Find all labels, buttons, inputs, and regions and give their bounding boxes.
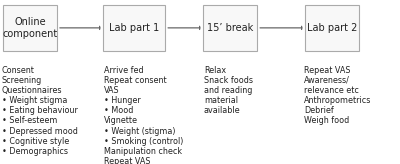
Text: Manipulation check: Manipulation check <box>104 147 182 156</box>
FancyBboxPatch shape <box>3 5 57 51</box>
Text: • Depressed mood: • Depressed mood <box>2 127 78 136</box>
Text: • Cognitive style: • Cognitive style <box>2 137 69 146</box>
Text: Relax: Relax <box>204 66 226 75</box>
FancyBboxPatch shape <box>305 5 359 51</box>
Text: relevance etc: relevance etc <box>304 86 359 95</box>
Text: • Weight (stigma): • Weight (stigma) <box>104 127 176 136</box>
FancyBboxPatch shape <box>103 5 165 51</box>
FancyBboxPatch shape <box>203 5 257 51</box>
Text: Lab part 1: Lab part 1 <box>109 23 159 33</box>
Text: Repeat VAS: Repeat VAS <box>104 157 150 164</box>
Text: • Weight stigma: • Weight stigma <box>2 96 67 105</box>
Text: Arrive fed: Arrive fed <box>104 66 144 75</box>
Text: Vignette: Vignette <box>104 116 138 125</box>
Text: 15’ break: 15’ break <box>207 23 253 33</box>
Text: Repeat VAS: Repeat VAS <box>304 66 350 75</box>
Text: Questionnaires: Questionnaires <box>2 86 62 95</box>
Text: • Hunger: • Hunger <box>104 96 141 105</box>
Text: Screening: Screening <box>2 76 42 85</box>
Text: • Demographics: • Demographics <box>2 147 68 156</box>
Text: Debrief: Debrief <box>304 106 334 115</box>
Text: Lab part 2: Lab part 2 <box>307 23 357 33</box>
Text: • Eating behaviour: • Eating behaviour <box>2 106 78 115</box>
Text: Snack foods: Snack foods <box>204 76 253 85</box>
Text: Anthropometrics: Anthropometrics <box>304 96 371 105</box>
Text: and reading: and reading <box>204 86 252 95</box>
Text: material: material <box>204 96 238 105</box>
Text: Repeat consent: Repeat consent <box>104 76 167 85</box>
Text: VAS: VAS <box>104 86 120 95</box>
Text: • Mood: • Mood <box>104 106 133 115</box>
Text: Online
component: Online component <box>2 17 58 39</box>
Text: available: available <box>204 106 241 115</box>
Text: Consent: Consent <box>2 66 35 75</box>
Text: • Self-esteem: • Self-esteem <box>2 116 57 125</box>
Text: Weigh food: Weigh food <box>304 116 349 125</box>
Text: • Smoking (control): • Smoking (control) <box>104 137 183 146</box>
Text: Awareness/: Awareness/ <box>304 76 350 85</box>
